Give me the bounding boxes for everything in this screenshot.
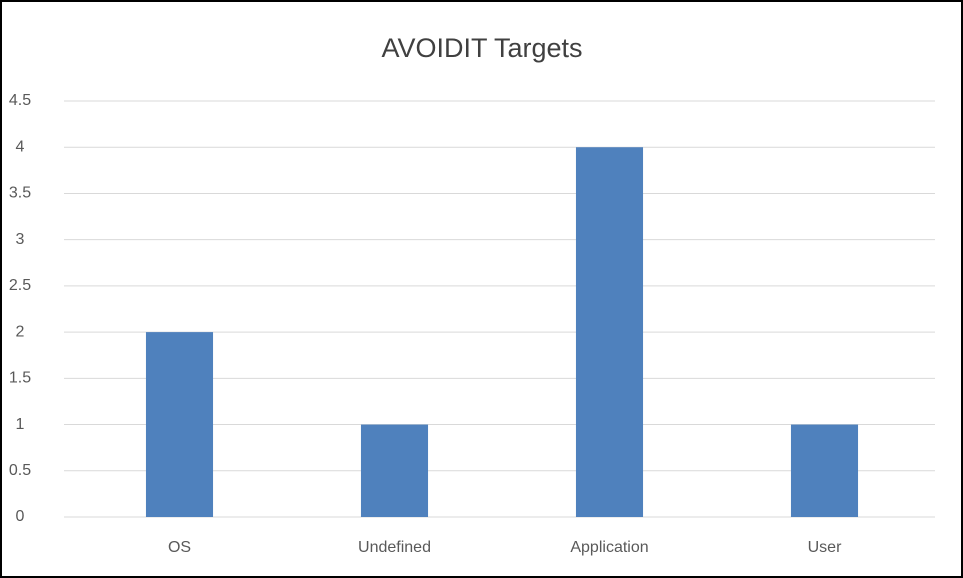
y-tick-label: 3.5	[9, 185, 31, 202]
x-tick-label: Application	[570, 539, 648, 556]
bar	[145, 332, 214, 517]
bar	[360, 424, 429, 517]
y-tick-label: 1.5	[9, 370, 31, 387]
bar	[790, 424, 859, 517]
x-tick-label: OS	[168, 539, 191, 556]
y-tick-label: 4	[16, 138, 25, 155]
y-tick-label: 4.5	[9, 92, 31, 109]
y-tick-label: 2.5	[9, 277, 31, 294]
y-tick-label: 0.5	[9, 462, 31, 479]
bar	[575, 147, 644, 517]
chart-title: AVOIDIT Targets	[381, 33, 582, 63]
y-tick-label: 1	[16, 416, 25, 433]
y-tick-label: 3	[16, 231, 25, 248]
y-tick-label: 2	[16, 323, 25, 340]
y-tick-label: 0	[16, 508, 25, 525]
x-tick-label: User	[808, 539, 842, 556]
x-tick-label: Undefined	[358, 539, 431, 556]
